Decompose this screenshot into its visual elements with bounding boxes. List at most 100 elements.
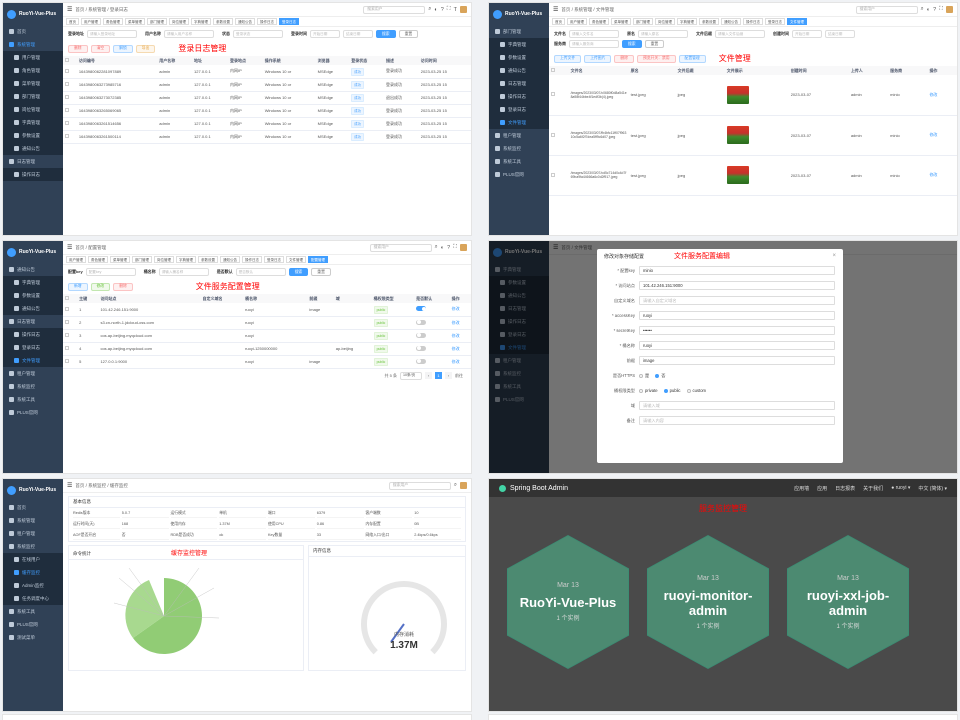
column-header[interactable]: 桶名称	[243, 294, 308, 303]
edit-link[interactable]: 修改	[451, 332, 460, 338]
table-row[interactable]: 4 cos.ap-beijing.myqcloud.com ruoyi-125000…	[63, 342, 471, 356]
tab-6[interactable]: 字典管理	[677, 18, 697, 25]
row-checkbox[interactable]	[551, 172, 555, 177]
sidebar-item[interactable]: 日志管理	[3, 315, 63, 328]
close-icon[interactable]: ×	[832, 253, 836, 259]
field-input[interactable]: 101.42.246.151:9000	[639, 281, 835, 290]
column-header[interactable]: 文件后缀	[675, 66, 725, 75]
start-date-input[interactable]: 开始日期	[792, 30, 822, 38]
delete-button[interactable]: 删除	[614, 54, 634, 63]
github-icon[interactable]: ◐	[434, 6, 438, 13]
column-header[interactable]: 登录地点	[227, 56, 263, 65]
column-header[interactable]: 域	[333, 294, 372, 303]
acl-public-radio[interactable]	[663, 388, 668, 393]
bucket-input[interactable]: 请输入桶名称	[158, 268, 209, 276]
github-icon[interactable]: ◐	[440, 244, 445, 251]
default-toggle[interactable]	[416, 345, 427, 351]
table-row[interactable]: 1643980063273072385 admin 127.0.0.1 内网IP Win…	[63, 91, 471, 105]
sidebar-item[interactable]: 首页	[3, 501, 63, 514]
sidebar-item[interactable]: 系统工具	[3, 605, 63, 618]
help-icon[interactable]: ?	[933, 6, 937, 13]
end-date-input[interactable]: 结束日期	[825, 30, 855, 38]
default-toggle[interactable]	[416, 358, 427, 364]
table-row[interactable]: 3 cos.ap-beijing.myqcloud.com ruoyi public 修…	[63, 329, 471, 343]
column-header[interactable]: 操作	[449, 294, 471, 303]
tab-3[interactable]: 菜单管理	[611, 18, 631, 25]
column-header[interactable]: 文件展示	[724, 66, 789, 75]
breadcrumb-item[interactable]: 系统管理	[574, 6, 593, 12]
row-checkbox[interactable]	[65, 306, 69, 311]
page-number[interactable]: 1	[435, 372, 442, 379]
avatar[interactable]	[460, 6, 467, 13]
add-button[interactable]: 新增	[68, 282, 88, 291]
delete-button[interactable]: 删除	[113, 282, 133, 291]
column-header[interactable]: 浏览器	[315, 56, 350, 65]
app-hexagon[interactable]: Mar 13 ruoyi-monitor-admin 1 个实例	[647, 535, 769, 669]
tab-6[interactable]: 参数设置	[198, 256, 218, 263]
search-icon[interactable]: ⌕	[434, 244, 438, 250]
breadcrumb-item[interactable]: 配置管理	[88, 244, 107, 250]
font-size-icon[interactable]: T	[453, 6, 457, 13]
tab-7[interactable]: 通知公告	[220, 256, 240, 263]
row-checkbox[interactable]	[65, 320, 69, 324]
sidebar-item[interactable]: 测试菜单	[3, 631, 63, 644]
column-header[interactable]: 描述	[384, 56, 419, 65]
table-row[interactable]: 1643980063273985716 admin 127.0.0.1 内网IP Win…	[63, 78, 471, 92]
search-icon[interactable]: ⌕	[920, 6, 924, 12]
column-header[interactable]: 访问编号	[76, 56, 158, 65]
tab-9[interactable]: 操作日志	[257, 18, 277, 25]
tab-1[interactable]: 用户管理	[81, 18, 101, 25]
column-header[interactable]: 前缀	[307, 294, 334, 303]
row-checkbox[interactable]	[65, 68, 69, 73]
tab-1[interactable]: 角色管理	[88, 256, 108, 263]
image-thumbnail[interactable]	[726, 126, 749, 144]
https-yes-radio[interactable]	[639, 373, 643, 378]
table-row[interactable]: /images/2023/03/07/fb4bfc11ff07f96310c5a…	[549, 115, 957, 156]
table-row[interactable]: 1 101.42.246.151:9000 ruoyi image public 修改	[63, 303, 471, 317]
tab-9[interactable]: 登录日志	[264, 256, 284, 263]
sidebar-item[interactable]: 岗位管理	[3, 103, 63, 116]
sidebar-item[interactable]: 字典管理	[3, 276, 63, 289]
suffix-input[interactable]: 请输入文件后缀	[715, 30, 765, 38]
sidebar-item[interactable]: PLUS官网	[3, 618, 63, 631]
field-input[interactable]: 请输入自定义域名	[639, 296, 835, 305]
sidebar-item[interactable]: 通知公告	[3, 302, 63, 315]
fullscreen-icon[interactable]: ⛶	[453, 244, 457, 250]
row-checkbox[interactable]	[551, 92, 555, 97]
sidebar-item[interactable]: 通知公告	[3, 263, 63, 276]
reset-button[interactable]: 重置	[644, 40, 665, 48]
search-input[interactable]: 搜索用户	[363, 5, 426, 14]
tab-3[interactable]: 部门管理	[132, 256, 152, 263]
sidebar-item[interactable]: 通知公告	[489, 64, 549, 77]
breadcrumb-item[interactable]: 首页	[75, 244, 85, 250]
tab-11[interactable]: 配置管理	[308, 256, 328, 263]
tab-5[interactable]: 岗位管理	[169, 18, 189, 25]
sidebar-item[interactable]: 系统管理	[3, 38, 63, 51]
avatar[interactable]	[460, 482, 467, 489]
tab-7[interactable]: 参数设置	[213, 18, 233, 25]
help-icon[interactable]: ?	[447, 244, 451, 251]
tab-9[interactable]: 操作日志	[743, 18, 763, 25]
prev-page-button[interactable]: ‹	[425, 372, 432, 379]
sidebar-item[interactable]: 部门管理	[3, 90, 63, 103]
nav-wallboard[interactable]: 应用墙	[794, 485, 810, 492]
service-input[interactable]: 请输入服务商	[569, 40, 619, 48]
sidebar-item[interactable]: 文件管理	[3, 354, 63, 367]
table-row[interactable]: 1643980063261514656 admin 127.0.0.1 内网IP Win…	[63, 117, 471, 131]
fname-input[interactable]: 请输入文件名	[569, 30, 619, 38]
tab-2[interactable]: 角色管理	[589, 18, 609, 25]
field-input[interactable]: ruoyi	[639, 341, 835, 350]
tab-1[interactable]: 用户管理	[567, 18, 587, 25]
nav-applications[interactable]: 应用	[817, 485, 828, 492]
edit-link[interactable]: 修改	[451, 345, 460, 351]
tab-10[interactable]: 登录日志	[765, 18, 785, 25]
row-checkbox[interactable]	[65, 95, 69, 99]
column-header[interactable]: 服务商	[888, 66, 928, 75]
search-input[interactable]: 搜索用户	[369, 243, 432, 252]
edit-link[interactable]: 修改	[929, 91, 938, 97]
key-input[interactable]: 配置key	[85, 268, 136, 276]
reset-button[interactable]: 重置	[398, 30, 419, 38]
app-hexagon[interactable]: Mar 13 ruoyi-xxl-job-admin 1 个实例	[787, 535, 909, 669]
sidebar-item[interactable]: 参数设置	[3, 129, 63, 142]
sidebar-item[interactable]: 缓存监控	[3, 566, 63, 579]
